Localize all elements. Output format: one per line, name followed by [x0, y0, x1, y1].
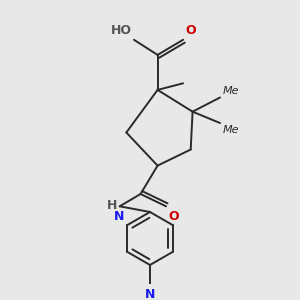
Text: HO: HO [111, 24, 132, 37]
Text: N: N [145, 288, 155, 300]
Text: H: H [106, 199, 117, 212]
Text: N: N [114, 210, 124, 223]
Text: O: O [185, 24, 196, 37]
Text: O: O [168, 210, 178, 223]
Text: Me: Me [223, 125, 239, 135]
Text: Me: Me [223, 85, 239, 96]
